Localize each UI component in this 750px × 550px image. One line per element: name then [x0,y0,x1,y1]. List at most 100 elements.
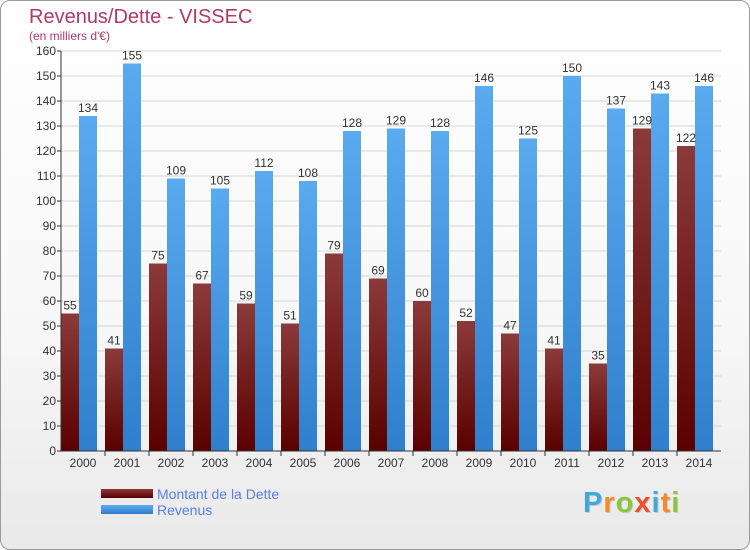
bar-dette-2006 [325,253,343,451]
y-tick-label-110: 110 [37,169,56,183]
bar-dette-2009 [457,321,475,451]
bar-revenus-2008 [431,131,449,451]
bar-revenus-2007 [387,128,405,451]
x-tick-label-2007: 2007 [378,456,405,470]
chart-subtitle: (en milliers d'€) [29,29,110,43]
bar-revenus-2012 [607,108,625,451]
y-tick-label-150: 150 [36,69,56,83]
data-label-revenus-2009: 146 [474,71,494,85]
bar-revenus-2000 [79,116,97,451]
data-label-revenus-2008: 128 [430,116,450,130]
bars [61,63,713,451]
proxiti-logo: Proxiti [583,487,680,520]
bar-revenus-2001 [123,63,141,451]
data-label-dette-2010: 47 [503,319,517,333]
x-tick-label-2009: 2009 [466,456,493,470]
data-label-revenus-2014: 146 [694,71,714,85]
y-tick-label-0: 0 [49,444,56,458]
y-tick-label-130: 130 [36,119,56,133]
x-tick-label-2003: 2003 [202,456,229,470]
y-tick-label-10: 10 [43,419,57,433]
y-tick-label-80: 80 [43,244,57,258]
data-label-revenus-2001: 155 [122,49,142,63]
x-tick-label-2012: 2012 [598,456,625,470]
bar-dette-2008 [413,301,431,451]
y-tick-label-90: 90 [43,219,57,233]
y-tick-label-30: 30 [43,369,57,383]
y-tick-label-100: 100 [36,194,56,208]
legend-label-revenus: Revenus [157,502,213,518]
data-label-dette-2006: 79 [327,239,341,253]
data-label-dette-2009: 52 [459,306,473,320]
data-label-revenus-2006: 128 [342,116,362,130]
data-label-revenus-2005: 108 [298,166,318,180]
y-tick-label-50: 50 [43,319,57,333]
data-label-dette-2014: 122 [676,131,696,145]
x-tick-label-2011: 2011 [554,456,580,470]
bar-dette-2014 [677,146,695,451]
x-tick-label-2010: 2010 [510,456,537,470]
x-tick-label-2014: 2014 [686,456,713,470]
x-tick-label-2001: 2001 [114,456,141,470]
data-label-dette-2002: 75 [151,249,165,263]
bar-dette-2005 [281,323,299,451]
bar-revenus-2010 [519,138,537,451]
bar-dette-2003 [193,283,211,451]
bar-dette-2013 [633,128,651,451]
bar-revenus-2002 [167,178,185,451]
y-tick-label-60: 60 [43,294,57,308]
axes: 0 10 20 30 40 50 60 70 80 90 100 110 120 130 140 150 160… [36,44,721,470]
bar-dette-2012 [589,363,607,451]
bar-revenus-2005 [299,181,317,451]
data-label-dette-2001: 41 [107,334,121,348]
data-label-revenus-2011: 150 [562,61,582,75]
bar-revenus-2014 [695,86,713,451]
y-tick-label-120: 120 [36,144,56,158]
legend-swatch-dette [101,489,153,498]
bar-revenus-2004 [255,171,273,451]
logo-letter: o [615,487,635,519]
x-tick-label-2013: 2013 [642,456,669,470]
bar-dette-2000 [61,313,79,451]
data-labels: 55 134 41 155 75 109 67 105 59 112 51 108 79 128 69 129… [63,49,714,363]
legend-label-dette: Montant de la Dette [157,486,280,502]
data-label-dette-2004: 59 [239,289,253,303]
bar-revenus-2003 [211,188,229,451]
bar-revenus-2013 [651,93,669,451]
data-label-dette-2000: 55 [63,299,77,313]
bar-revenus-2011 [563,76,581,451]
y-tick-label-140: 140 [36,94,56,108]
y-tick-label-160: 160 [36,44,56,58]
bar-dette-2010 [501,333,519,451]
y-tick-label-20: 20 [43,394,57,408]
chart-title: Revenus/Dette - VISSEC [29,6,253,28]
data-label-revenus-2012: 137 [606,94,626,108]
data-label-revenus-2003: 105 [210,174,230,188]
bar-dette-2001 [105,348,123,451]
legend-swatch-revenus [101,505,153,514]
bar-dette-2011 [545,348,563,451]
data-label-dette-2003: 67 [195,269,209,283]
logo-letter: t [660,487,672,519]
data-label-dette-2005: 51 [283,309,297,323]
data-label-dette-2012: 35 [591,349,605,363]
bar-revenus-2006 [343,131,361,451]
y-tick-label-70: 70 [43,269,57,283]
data-label-dette-2008: 60 [415,286,429,300]
x-tick-label-2002: 2002 [158,456,185,470]
data-label-dette-2013: 129 [632,114,652,128]
x-tick-label-2008: 2008 [422,456,449,470]
data-label-revenus-2000: 134 [78,101,98,115]
bar-dette-2004 [237,303,255,451]
logo-letter: P [583,487,604,519]
x-tick-label-2006: 2006 [334,456,361,470]
bar-dette-2002 [149,263,167,451]
data-label-dette-2007: 69 [371,264,385,278]
logo-letter: i [671,487,681,519]
data-label-revenus-2004: 112 [254,156,273,170]
logo-letter: x [634,487,652,519]
data-label-dette-2011: 41 [547,334,561,348]
data-label-revenus-2007: 129 [386,114,406,128]
logo-letter: i [651,487,661,519]
